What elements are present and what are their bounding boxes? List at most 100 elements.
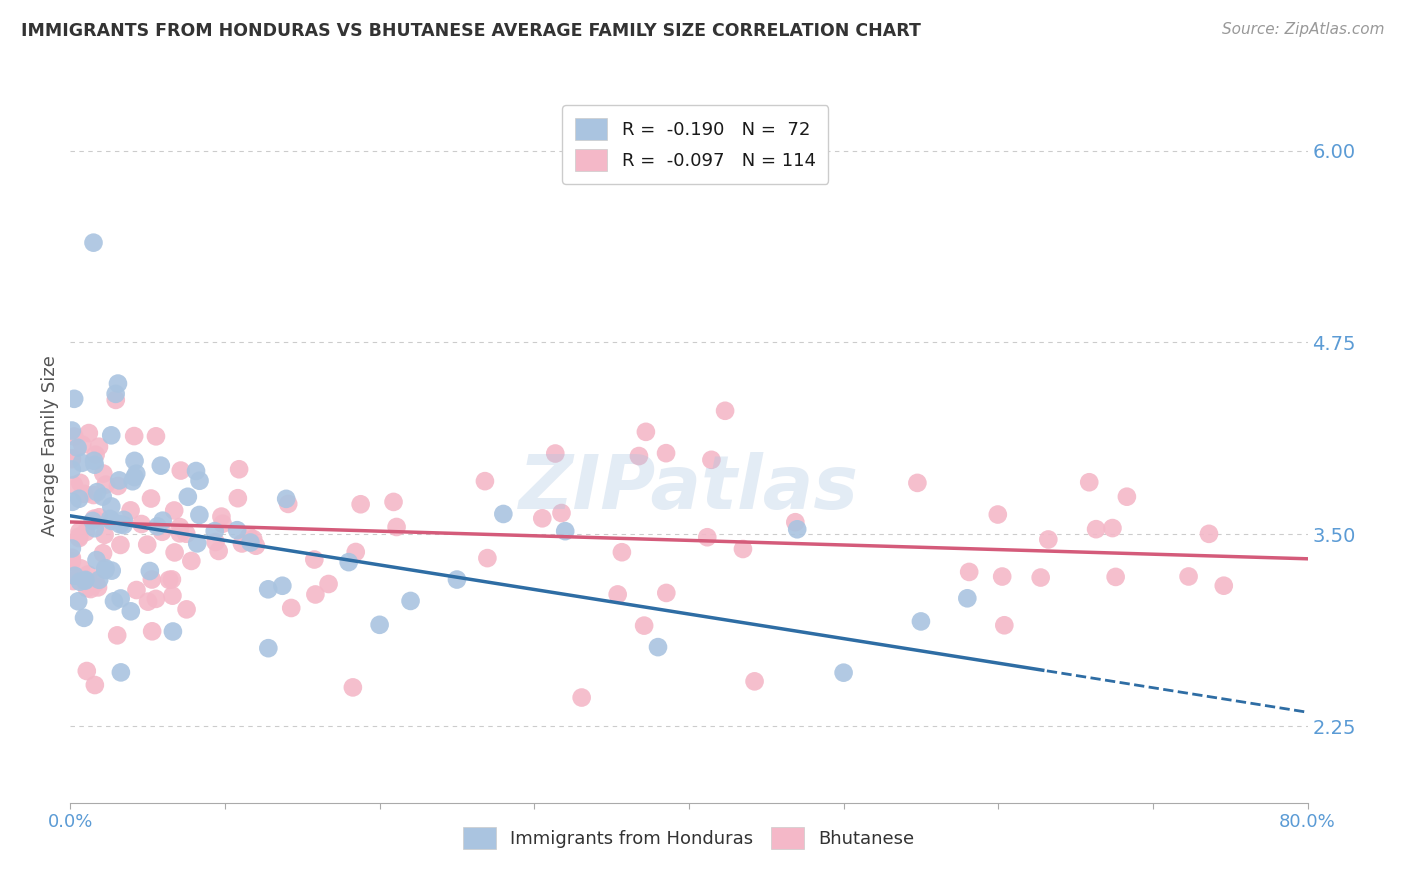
Point bbox=[76, 581, 98, 595]
Point bbox=[67, 594, 90, 608]
Point bbox=[75, 524, 97, 539]
Point bbox=[73, 574, 96, 588]
Point bbox=[177, 490, 200, 504]
Point bbox=[162, 624, 184, 639]
Legend: Immigrants from Honduras, Bhutanese: Immigrants from Honduras, Bhutanese bbox=[454, 818, 924, 858]
Point bbox=[170, 464, 193, 478]
Point bbox=[474, 474, 496, 488]
Point bbox=[83, 458, 105, 472]
Point bbox=[280, 601, 302, 615]
Point bbox=[554, 524, 576, 538]
Point bbox=[136, 538, 159, 552]
Point bbox=[66, 441, 89, 455]
Point bbox=[446, 573, 468, 587]
Point bbox=[112, 518, 135, 533]
Point bbox=[492, 507, 515, 521]
Point bbox=[832, 665, 855, 680]
Point bbox=[60, 462, 83, 476]
Point bbox=[91, 490, 114, 504]
Point bbox=[80, 582, 103, 596]
Point bbox=[83, 454, 105, 468]
Point bbox=[100, 514, 122, 528]
Point bbox=[382, 495, 405, 509]
Point bbox=[67, 531, 90, 545]
Point bbox=[152, 514, 174, 528]
Point bbox=[91, 546, 114, 560]
Point bbox=[627, 449, 650, 463]
Point bbox=[146, 519, 169, 533]
Point bbox=[610, 545, 633, 559]
Point bbox=[136, 594, 159, 608]
Point bbox=[120, 503, 142, 517]
Point bbox=[67, 491, 90, 506]
Point bbox=[606, 587, 628, 601]
Point bbox=[257, 641, 280, 656]
Point bbox=[304, 587, 326, 601]
Point bbox=[89, 510, 111, 524]
Point bbox=[69, 475, 91, 490]
Point bbox=[60, 568, 83, 582]
Point bbox=[276, 491, 298, 506]
Point bbox=[957, 565, 980, 579]
Point bbox=[647, 640, 669, 654]
Point bbox=[174, 526, 197, 541]
Point bbox=[76, 664, 98, 678]
Point bbox=[93, 467, 115, 481]
Point bbox=[70, 456, 93, 470]
Point bbox=[100, 564, 122, 578]
Point bbox=[82, 488, 104, 502]
Point bbox=[83, 511, 105, 525]
Point bbox=[245, 539, 267, 553]
Point bbox=[204, 524, 226, 538]
Point bbox=[60, 554, 83, 568]
Point bbox=[163, 545, 186, 559]
Point bbox=[100, 428, 122, 442]
Point bbox=[344, 545, 367, 559]
Point bbox=[104, 387, 127, 401]
Point bbox=[83, 678, 105, 692]
Point bbox=[125, 467, 148, 481]
Point bbox=[342, 681, 364, 695]
Point bbox=[239, 535, 262, 549]
Point bbox=[1085, 522, 1108, 536]
Point bbox=[89, 573, 111, 587]
Point bbox=[75, 573, 97, 587]
Point bbox=[60, 550, 83, 565]
Point bbox=[110, 538, 132, 552]
Point bbox=[139, 491, 162, 506]
Point bbox=[184, 464, 207, 478]
Point bbox=[991, 569, 1014, 583]
Point bbox=[107, 376, 129, 391]
Point bbox=[122, 429, 145, 443]
Point bbox=[550, 506, 572, 520]
Point bbox=[84, 448, 107, 462]
Point bbox=[157, 573, 180, 587]
Point bbox=[62, 574, 84, 588]
Point bbox=[73, 611, 96, 625]
Point bbox=[228, 462, 250, 476]
Point bbox=[1101, 521, 1123, 535]
Point bbox=[94, 477, 117, 491]
Point bbox=[910, 615, 932, 629]
Point bbox=[1078, 475, 1101, 490]
Point bbox=[63, 478, 86, 492]
Point bbox=[209, 509, 232, 524]
Point bbox=[108, 474, 131, 488]
Point bbox=[145, 591, 167, 606]
Point bbox=[67, 530, 90, 544]
Point bbox=[226, 491, 249, 506]
Point bbox=[87, 580, 110, 594]
Y-axis label: Average Family Size: Average Family Size bbox=[41, 356, 59, 536]
Point bbox=[368, 617, 391, 632]
Point bbox=[655, 446, 678, 460]
Point bbox=[60, 424, 83, 438]
Point bbox=[242, 532, 264, 546]
Point bbox=[304, 552, 326, 566]
Point bbox=[124, 454, 146, 468]
Point bbox=[1198, 526, 1220, 541]
Point bbox=[714, 404, 737, 418]
Point bbox=[103, 594, 125, 608]
Point bbox=[531, 511, 554, 525]
Point bbox=[231, 536, 253, 550]
Point bbox=[145, 429, 167, 443]
